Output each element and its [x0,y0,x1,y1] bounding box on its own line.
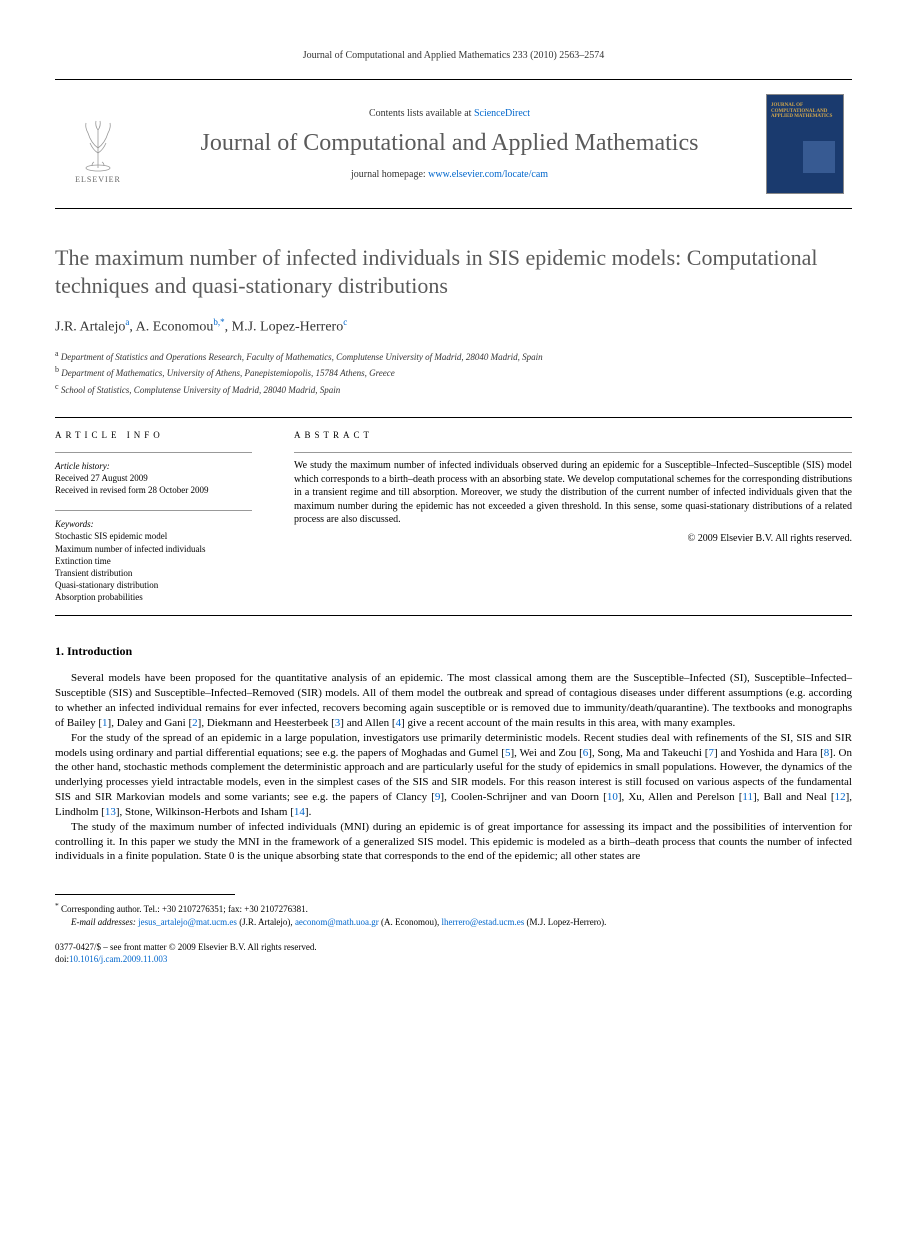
keyword-5: Quasi-stationary distribution [55,579,252,591]
p2-t2: ], Wei and Zou [ [510,747,582,759]
author-3-affil: c [343,317,347,327]
email-3[interactable]: lherrero@estad.ucm.es [441,917,524,927]
affiliation-b: b Department of Mathematics, University … [55,364,852,381]
keywords-label: Keywords: [55,519,252,529]
corr-text: Corresponding author. Tel.: +30 21072763… [61,904,308,914]
cover-thumb-label: JOURNAL OF COMPUTATIONAL AND APPLIED MAT… [767,95,843,122]
affil-text-c: School of Statistics, Complutense Univer… [61,385,340,395]
keyword-4: Transient distribution [55,567,252,579]
email-2[interactable]: aeconom@math.uoa.gr [295,917,379,927]
affil-sup-b: b [55,365,59,374]
p2-t14: ], Ball and Neal [ [753,791,835,803]
keyword-1: Stochastic SIS epidemic model [55,530,252,542]
article-info-panel: article info Article history: Received 2… [55,418,270,615]
keyword-3: Extinction time [55,555,252,567]
intro-para-2: For the study of the spread of an epidem… [55,731,852,820]
corr-star-icon: * [55,901,59,910]
ref-11[interactable]: 11 [742,791,753,803]
intro-para-1: Several models have been proposed for th… [55,671,852,730]
abstract-text: We study the maximum number of infected … [294,459,852,527]
journal-homepage-line: journal homepage: www.elsevier.com/locat… [148,169,751,180]
author-list: J.R. Artalejoa, A. Economoub,*, M.J. Lop… [55,317,852,336]
elsevier-label: ELSEVIER [75,175,121,184]
affiliations: a Department of Statistics and Operation… [55,348,852,398]
article-history-label: Article history: [55,461,252,471]
ref-13[interactable]: 13 [105,806,116,818]
intro-para-3: The study of the maximum number of infec… [55,820,852,865]
email-addresses-line: E-mail addresses: jesus_artalejo@mat.ucm… [55,916,852,929]
affil-sup-c: c [55,382,59,391]
footnote-separator [55,894,235,895]
affil-text-a: Department of Statistics and Operations … [61,352,543,362]
contents-available-line: Contents lists available at ScienceDirec… [148,108,751,119]
abstract-copyright: © 2009 Elsevier B.V. All rights reserved… [294,533,852,544]
p2-t12: ], Xu, Allen and Perelson [ [618,791,743,803]
corresponding-marker: * [220,317,225,327]
p2-t4: ], Song, Ma and Takeuchi [ [588,747,708,759]
p2-t10: ], Coolen-Schrijner and van Doorn [ [440,791,606,803]
affiliation-c: c School of Statistics, Complutense Univ… [55,381,852,398]
elsevier-tree-icon [73,118,123,173]
keyword-6: Absorption probabilities [55,591,252,603]
email-2-who: (A. Economou), [381,917,439,927]
journal-name: Journal of Computational and Applied Mat… [148,129,751,158]
journal-homepage-link[interactable]: www.elsevier.com/locate/cam [428,169,548,180]
homepage-prefix: journal homepage: [351,169,428,180]
email-1-who: (J.R. Artalejo), [239,917,293,927]
p1-t2: ], Daley and Gani [ [108,717,193,729]
abstract-panel: abstract We study the maximum number of … [270,418,852,615]
history-revised: Received in revised form 28 October 2009 [55,484,252,496]
p2-t6: ] and Yoshida and Hara [ [714,747,824,759]
article-info-heading: article info [55,430,252,440]
p2-t20: ]. [305,806,311,818]
doi-label: doi: [55,954,69,964]
elsevier-logo: ELSEVIER [63,104,133,184]
email-1[interactable]: jesus_artalejo@mat.ucm.es [138,917,237,927]
author-3: M.J. Lopez-Herrero [232,320,344,335]
footnotes: * Corresponding author. Tel.: +30 210727… [55,901,852,928]
p2-t18: ], Stone, Wilkinson-Herbots and Isham [ [116,806,294,818]
author-1-affil: a [125,317,129,327]
issn-copyright-line: 0377-0427/$ – see front matter © 2009 El… [55,942,852,954]
keyword-2: Maximum number of infected individuals [55,543,252,555]
history-received: Received 27 August 2009 [55,472,252,484]
article-title: The maximum number of infected individua… [55,244,852,299]
p1-t6: ] and Allen [ [340,717,395,729]
doi-link[interactable]: 10.1016/j.cam.2009.11.003 [69,954,167,964]
sciencedirect-link[interactable]: ScienceDirect [474,108,530,119]
author-1: J.R. Artalejo [55,320,125,335]
email-label: E-mail addresses: [71,917,136,927]
contents-prefix: Contents lists available at [369,108,474,119]
abstract-heading: abstract [294,430,852,440]
ref-10[interactable]: 10 [607,791,618,803]
journal-masthead: ELSEVIER Contents lists available at Sci… [55,79,852,209]
journal-cover-thumbnail: JOURNAL OF COMPUTATIONAL AND APPLIED MAT… [766,94,844,194]
ref-12[interactable]: 12 [835,791,846,803]
cover-thumb-art [803,141,835,173]
doi-line: doi:10.1016/j.cam.2009.11.003 [55,954,852,966]
affil-text-b: Department of Mathematics, University of… [61,368,395,378]
p1-t8: ] give a recent account of the main resu… [401,717,735,729]
section-1-heading: 1. Introduction [55,644,852,659]
affiliation-a: a Department of Statistics and Operation… [55,348,852,365]
corresponding-author-note: * Corresponding author. Tel.: +30 210727… [55,901,852,916]
affil-sup-a: a [55,349,59,358]
ref-14[interactable]: 14 [294,806,305,818]
email-3-who: (M.J. Lopez-Herrero). [526,917,606,927]
p1-t4: ], Diekmann and Heesterbeek [ [198,717,335,729]
running-head: Journal of Computational and Applied Mat… [55,50,852,61]
author-2: A. Economou [136,320,214,335]
